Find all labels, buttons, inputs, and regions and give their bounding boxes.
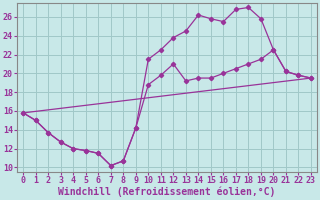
X-axis label: Windchill (Refroidissement éolien,°C): Windchill (Refroidissement éolien,°C): [58, 187, 276, 197]
